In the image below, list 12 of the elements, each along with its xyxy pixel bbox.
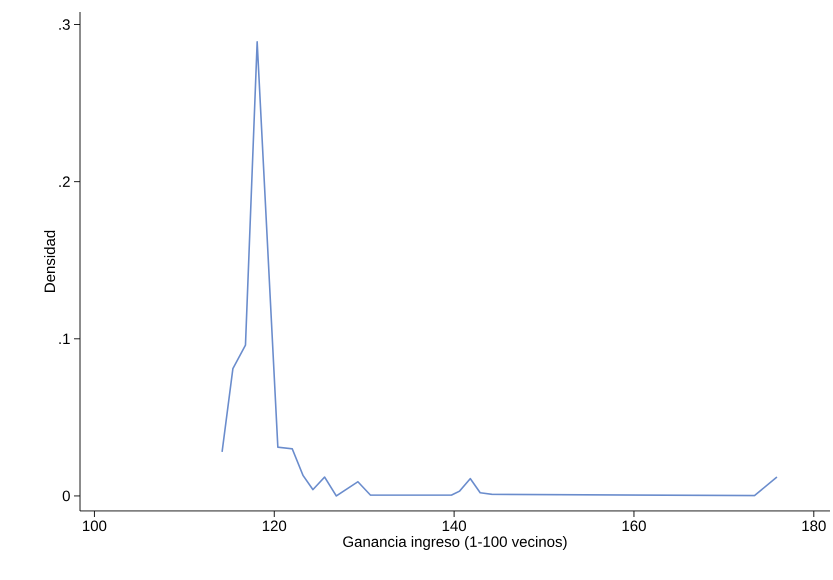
x-tick-label: 120 [262,520,286,532]
x-axis-title: Ganancia ingreso (1-100 vecinos) [343,536,567,550]
y-tick-label: 0 [62,490,70,502]
x-tick-label: 180 [802,520,826,532]
x-tick-label: 140 [442,520,466,532]
y-tick-label: .2 [59,176,70,187]
y-tick-label: .3 [59,19,70,30]
y-tick-label: .1 [59,334,70,344]
line-series [221,41,778,497]
x-tick-label: 100 [83,520,106,532]
y-axis-title: Densidad [44,230,56,292]
x-tick-label: 160 [622,520,646,532]
